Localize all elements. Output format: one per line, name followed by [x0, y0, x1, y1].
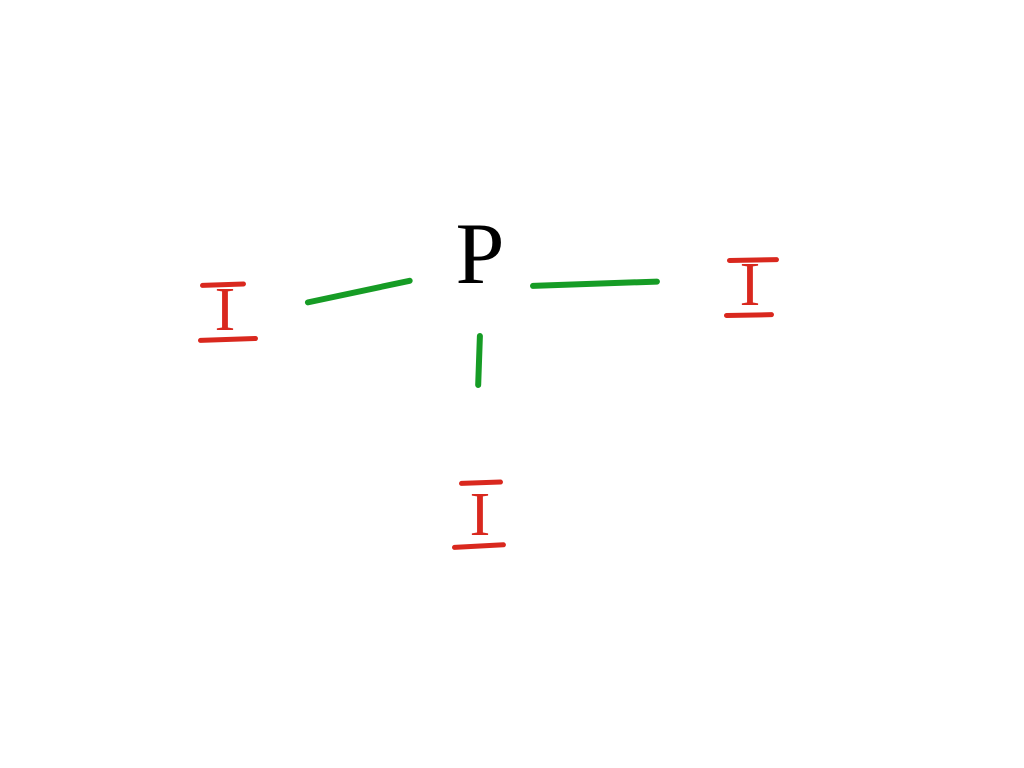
atom-bottom-I: I	[470, 484, 491, 546]
serif-bottom-I-top	[459, 479, 503, 486]
atom-right-I: I	[740, 254, 761, 316]
serif-left-I-bottom	[198, 336, 258, 343]
bond-left	[304, 277, 413, 306]
atom-left-I: I	[215, 279, 236, 341]
serif-left-I-top	[200, 281, 246, 288]
serif-right-I-bottom	[724, 312, 774, 318]
bond-right	[530, 278, 660, 289]
molecule-diagram: P I I I	[0, 0, 1024, 768]
atom-center-P: P	[456, 211, 505, 299]
bond-bottom	[475, 333, 483, 388]
serif-right-I-top	[727, 257, 779, 263]
